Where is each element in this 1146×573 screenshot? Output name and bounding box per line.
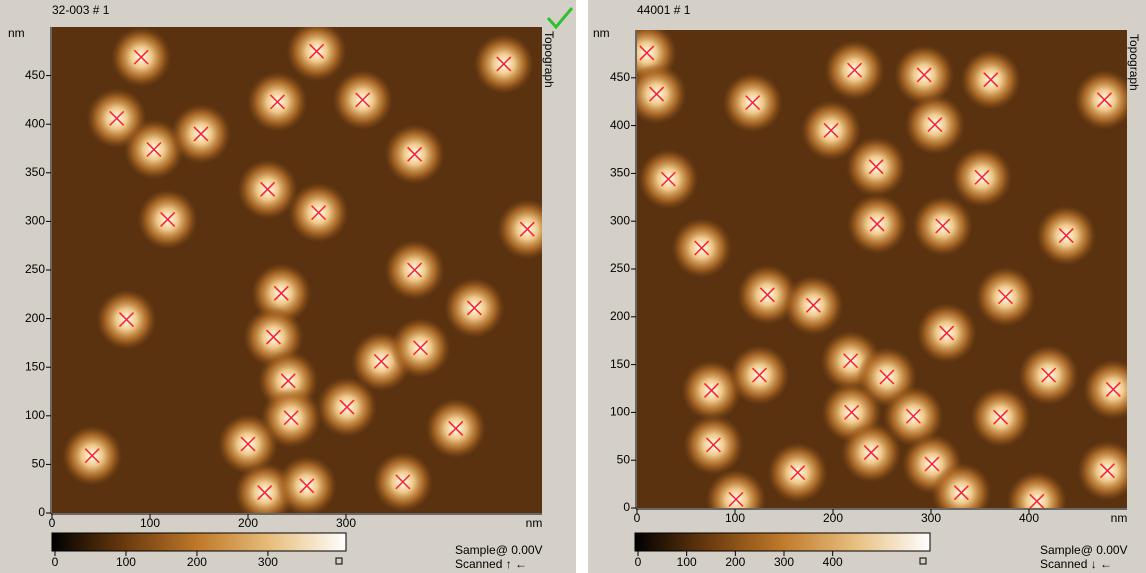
y-tick-label: 450 [610,70,630,84]
x-tick-label: 300 [336,516,356,530]
colorbar-tick-label: 0 [52,555,59,569]
x-tick-label: 100 [725,511,745,525]
x-tick-label: 200 [823,511,843,525]
colorbar [52,533,346,551]
status-text: Sample@ 0.00V [455,543,543,557]
y-tick-label: 250 [610,261,630,275]
y-tick-label: 300 [25,214,45,228]
y-tick-label: 100 [610,405,630,419]
x-tick-label: 400 [1019,511,1039,525]
side-label: Topograph [1127,34,1141,91]
y-tick-label: 350 [610,166,630,180]
y-tick-label: 250 [25,262,45,276]
colorbar-tick-label: 200 [187,555,207,569]
y-tick-label: 0 [38,505,45,519]
status-text: Sample@ 0.00V [1040,543,1128,557]
y-tick-label: 150 [610,357,630,371]
colorbar [635,533,930,551]
y-tick-label: 300 [610,213,630,227]
y-tick-label: 200 [610,309,630,323]
y-tick-label: 450 [25,68,45,82]
colorbar-tick-label: 400 [823,555,843,569]
y-axis-label: nm [8,26,25,40]
page: {"chart_data": [ {"type": "scatter", "ti… [0,0,1146,573]
colorbar-tick-label: 100 [116,555,136,569]
colorbar-tick-label: 0 [635,555,642,569]
y-tick-label: 50 [32,457,46,471]
x-tick-label: 200 [238,516,258,530]
status-text: Scanned ↑ ← [455,557,527,571]
y-tick-label: 50 [617,452,631,466]
y-axis-label: nm [593,26,610,40]
status-text: Scanned ↓ ← [1040,557,1112,571]
y-tick-label: 0 [623,500,630,514]
x-tick-label: 300 [921,511,941,525]
colorbar-tick-label: 300 [258,555,278,569]
y-tick-label: 100 [25,408,45,422]
colorbar-tick-label: 300 [774,555,794,569]
y-tick-label: 350 [25,165,45,179]
x-tick-label: 0 [49,516,56,530]
y-tick-label: 400 [25,116,45,130]
x-axis-label: nm [1111,511,1128,525]
colorbar-tick-label: 100 [677,555,697,569]
x-tick-label: 100 [140,516,160,530]
x-tick-label: 0 [634,511,641,525]
y-tick-label: 200 [25,311,45,325]
side-label: Topograph [542,31,556,88]
y-tick-label: 150 [25,359,45,373]
x-axis-label: nm [526,516,543,530]
screen: 0 50 100 150 200 250 300 350 400 450 0 100 200 300 32-… [0,0,1146,573]
y-tick-label: 400 [610,118,630,132]
colorbar-tick-label: 200 [725,555,745,569]
title: 44001 # 1 [637,3,691,17]
title: 32-003 # 1 [52,3,110,17]
